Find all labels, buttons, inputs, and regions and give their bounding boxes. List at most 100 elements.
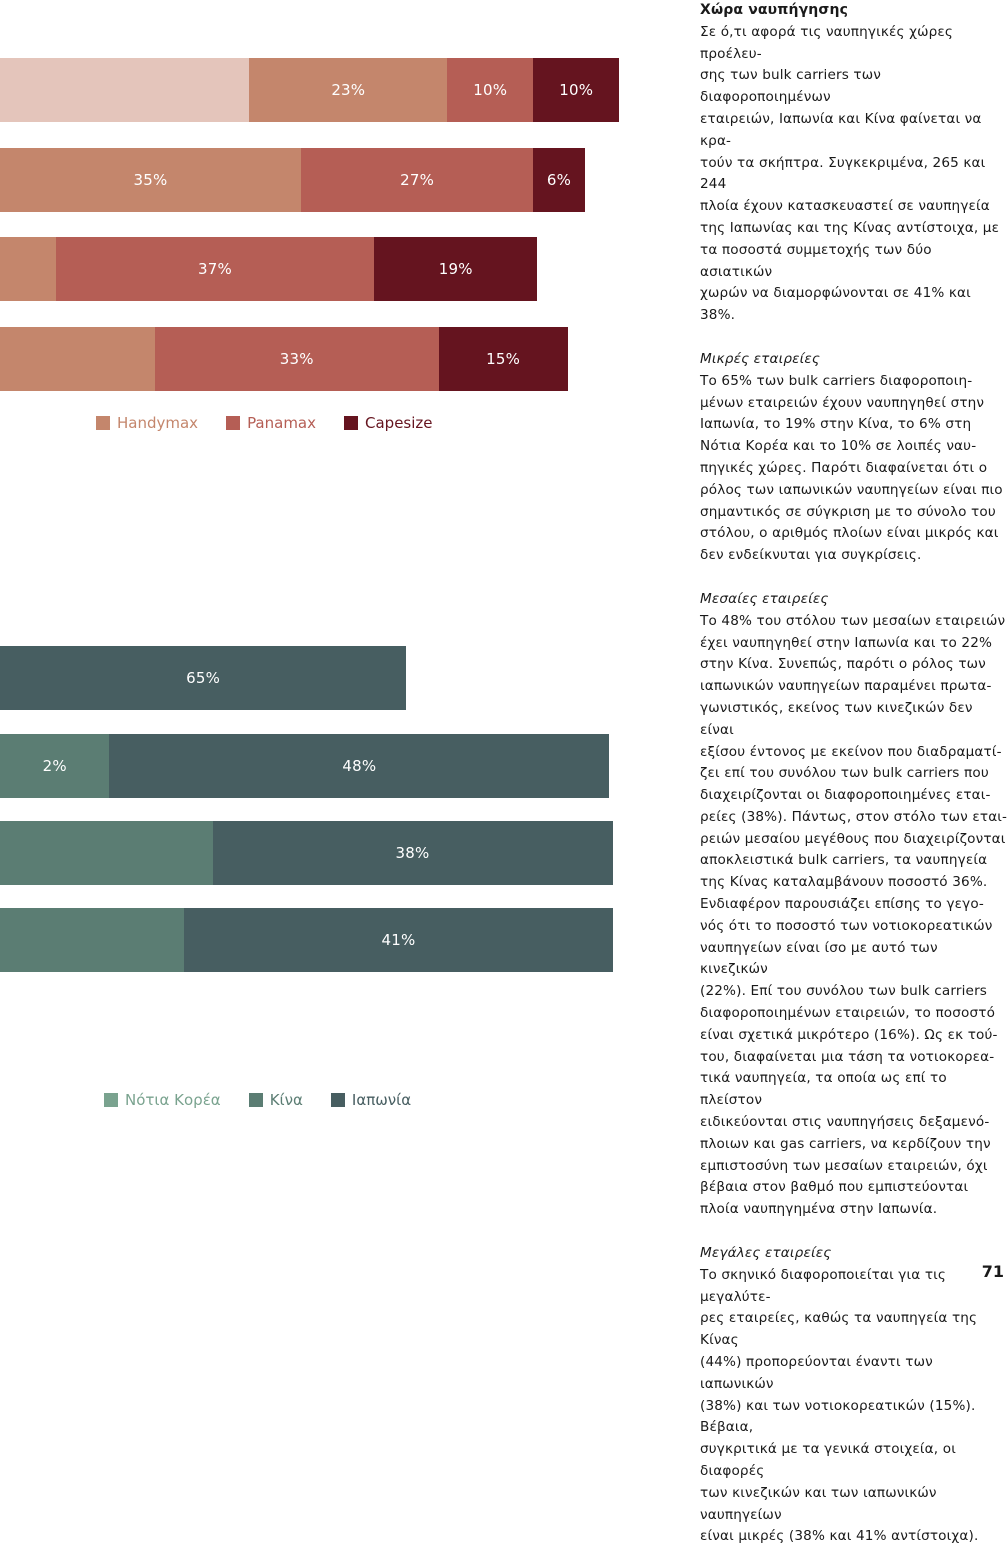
- text-line: γωνιστικός, εκείνος των κινεζικών δεν εί…: [700, 699, 973, 738]
- bar-segment: 65%: [0, 646, 407, 710]
- bar-segment-label: 35%: [133, 171, 168, 189]
- text-line: Το 48% του στόλου των μεσαίων εταιρειών: [700, 612, 1006, 629]
- text-line: σημαντικός σε σύγκριση με το σύνολο του: [700, 503, 996, 520]
- text-line: των κινεζικών και των ιαπωνικών ναυπηγεί…: [700, 1484, 937, 1523]
- legend-label: Panamax: [247, 414, 317, 432]
- bar-segment-label: 6%: [546, 171, 572, 189]
- bar-segment: [0, 58, 250, 122]
- section-heading-small-companies: Μικρές εταιρείες: [700, 350, 821, 367]
- bar-segment-label: 65%: [186, 669, 221, 687]
- bar-segment: 35%: [0, 148, 301, 212]
- text-line: εξίσου έντονος με εκείνον που διαδραματί…: [700, 743, 1002, 760]
- bar-segment: 23%: [249, 58, 448, 122]
- text-line: σης των bulk carriers των διαφοροποιημέν…: [700, 67, 882, 106]
- bar-row: 35% 27% 6%: [0, 148, 585, 212]
- bar-segment: 27%: [301, 148, 534, 212]
- paragraph-large-companies: Το σκηνικό διαφοροποιείται για τις μεγαλ…: [700, 1265, 1008, 1548]
- text-line: είναι σχετικά μικρότερο (16%). Ως εκ τού…: [700, 1026, 998, 1043]
- paragraph-shipbuilding-country: Σε ό,τι αφορά τις ναυπηγικές χώρες προέλ…: [700, 22, 1008, 327]
- bar-segment: 6%: [533, 148, 585, 212]
- bar-row: 65%: [0, 646, 407, 710]
- legend-item: Νότια Κορέα: [104, 1091, 221, 1109]
- section-heading-shipbuilding-country: Χώρα ναυπήγησης: [700, 2, 849, 18]
- bar-segment: 2%: [0, 734, 110, 798]
- text-line: ιαπωνικών ναυπηγείων παραμένει πρωτα-: [700, 678, 992, 695]
- text-line: συγκριτικά με τα γενικά στοιχεία, οι δια…: [700, 1441, 956, 1479]
- text-line: Το σκηνικό διαφοροποιείται για τις μεγαλ…: [700, 1266, 947, 1305]
- legend-label: Capesize: [365, 414, 433, 432]
- text-line: νός ότι το ποσοστό των νοτιοκορεατικών: [700, 917, 993, 934]
- text-line: ειδικεύονται στις ναυπηγήσεις δεξαμενό-: [700, 1114, 990, 1131]
- chart-legend: Handymax Panamax Capesize: [96, 414, 461, 432]
- text-line: πλοιων και gas carriers, να κερδίζουν τη…: [700, 1135, 991, 1152]
- shipyard-country-chart: 65% 2% 48% 38% 41% Νότια Κορέα Κίνα Ιαπωνία: [0, 646, 613, 1116]
- text-line: Νότια Κορέα και το 10% σε λοιπές ναυ-: [700, 438, 977, 455]
- bar-segment-label: 38%: [395, 844, 430, 862]
- legend-label: Κίνα: [269, 1091, 303, 1109]
- text-line: (44%) προπορεύονται έναντι των ιαπωνικών: [700, 1354, 933, 1392]
- bar-segment-label: 27%: [400, 171, 435, 189]
- text-line: ρόλος των ιαπωνικών ναυπηγείων είναι πιο: [700, 481, 1003, 498]
- legend-swatch: [248, 1093, 263, 1107]
- bar-segment-label: 10%: [473, 81, 508, 99]
- bar-segment: [0, 237, 56, 301]
- legend-swatch: [330, 1093, 345, 1107]
- text-line: χωρών να διαμορφώνονται σε 41% και 38%.: [700, 285, 971, 324]
- bar-segment: 41%: [184, 908, 613, 972]
- text-line: Ιαπωνία, το 19% στην Κίνα, το 6% στη: [700, 416, 972, 433]
- text-line: τούν τα σκήπτρα. Συγκεκριμένα, 265 και 2…: [700, 154, 986, 193]
- legend-item: Panamax: [226, 414, 316, 432]
- text-line: ναυπηγείων είναι ίσο με αυτό των κινεζικ…: [700, 939, 938, 978]
- bar-segment-label: 41%: [381, 931, 416, 949]
- text-line: (38%) και των νοτιοκορεατικών (15%). Βέβ…: [700, 1397, 976, 1436]
- text-column: Χώρα ναυπήγησης Σε ό,τι αφορά τις ναυπηγ…: [700, 0, 1008, 1548]
- text-line: Σε ό,τι αφορά τις ναυπηγικές χώρες προέλ…: [700, 23, 954, 62]
- text-line: της Κίνας καταλαμβάνουν ποσοστό 36%.: [700, 874, 988, 891]
- text-line: διαφοροποιημένων εταιρειών, το ποσοστό: [700, 1005, 996, 1022]
- bar-segment: 10%: [447, 58, 534, 122]
- legend-item: Ιαπωνία: [330, 1091, 412, 1109]
- text-line: τα ποσοστά συμμετοχής των δύο ασιατικών: [700, 241, 932, 280]
- bar-row: 38%: [0, 821, 613, 885]
- page-number: 71: [981, 1262, 1004, 1281]
- bar-segment: 33%: [154, 327, 439, 391]
- section-heading-medium-companies: Μεσαίες εταιρείες: [700, 590, 829, 607]
- legend-swatch: [104, 1093, 118, 1107]
- text-line: πηγικές χώρες. Παρότι διαφαίνεται ότι ο: [700, 459, 988, 476]
- legend-swatch: [226, 416, 241, 430]
- bar-segment: 37%: [55, 237, 375, 301]
- legend-swatch: [344, 416, 359, 430]
- bar-segment-label: 48%: [342, 757, 377, 775]
- text-line: έχει ναυπηγηθεί στην Ιαπωνία και το 22%: [700, 634, 993, 651]
- text-line: αποκλειστικά bulk carriers, τα ναυπηγεία: [700, 852, 988, 869]
- shipyard-size-chart: 23% 10% 10% 35% 27% 6% 37% 19% 33% 15% Handymax Pan…: [0, 58, 620, 438]
- bar-segment-label: 10%: [559, 81, 594, 99]
- legend-item: Κίνα: [248, 1091, 303, 1109]
- text-line: βέβαια στον βαθμό που εμπιστεύονται: [700, 1179, 969, 1196]
- text-line: τικά ναυπηγεία, τα οποία ως επί το πλείσ…: [700, 1070, 947, 1109]
- text-line: της Ιαπωνίας και της Κίνας αντίστοιχα, μ…: [700, 219, 1000, 236]
- text-line: πλοία ναυπηγημένα στην Ιαπωνία.: [700, 1201, 938, 1218]
- bar-segment: 48%: [109, 734, 610, 798]
- bar-segment-label: 19%: [438, 260, 473, 278]
- legend-item: Handymax: [96, 414, 198, 432]
- bar-segment: 19%: [374, 237, 538, 301]
- text-line: (22%). Επί του συνόλου των bulk carriers: [700, 983, 988, 1000]
- bar-row: 2% 48%: [0, 734, 610, 798]
- bar-segment: 38%: [212, 821, 613, 885]
- legend-label: Ιαπωνία: [351, 1091, 412, 1109]
- text-line: ρείες (38%). Πάντως, στον στόλο των εται…: [700, 808, 1008, 825]
- legend-item: Capesize: [344, 414, 433, 432]
- bar-segment-label: 15%: [486, 350, 521, 368]
- bar-segment: 15%: [438, 327, 568, 391]
- bar-row: 33% 15%: [0, 327, 568, 391]
- text-line: Το 65% των bulk carriers διαφοροποιη-: [700, 372, 973, 389]
- bar-row: 37% 19%: [0, 237, 538, 301]
- text-line: στόλου, ο αριθμός πλοίων είναι μικρός κα…: [700, 525, 999, 542]
- bar-segment-label: 23%: [331, 81, 366, 99]
- bar-segment: 10%: [533, 58, 620, 122]
- text-line: μένων εταιρειών έχουν ναυπηγηθεί στην: [700, 394, 985, 411]
- text-line: του, διαφαίνεται μια τάση τα νοτιοκορεα-: [700, 1048, 995, 1065]
- bar-segment-label: 33%: [279, 350, 314, 368]
- bar-segment: [0, 908, 185, 972]
